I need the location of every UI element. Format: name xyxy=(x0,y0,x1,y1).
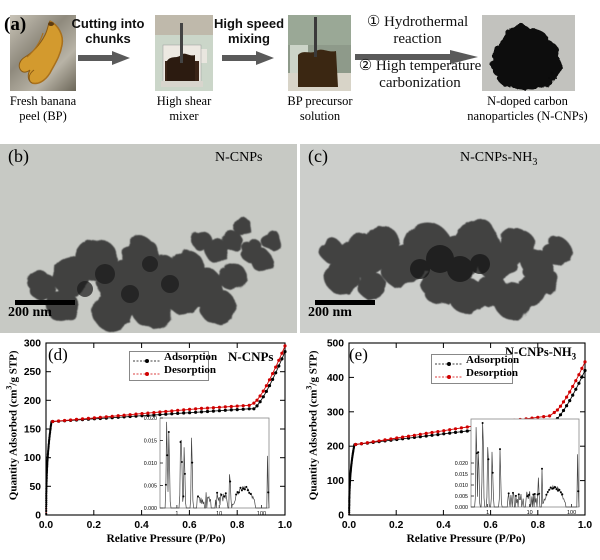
svg-text:500: 500 xyxy=(327,339,344,350)
svg-text:0.2: 0.2 xyxy=(389,520,404,531)
svg-text:0.0: 0.0 xyxy=(342,520,357,531)
svg-text:0.010: 0.010 xyxy=(455,483,468,489)
svg-text:0.010: 0.010 xyxy=(144,461,157,467)
svg-text:100: 100 xyxy=(24,453,41,464)
svg-text:1: 1 xyxy=(486,510,489,516)
svg-text:0.6: 0.6 xyxy=(483,520,498,531)
svg-text:0.000: 0.000 xyxy=(455,505,468,511)
svg-text:1.0: 1.0 xyxy=(578,520,593,531)
svg-text:0.000: 0.000 xyxy=(144,506,157,512)
svg-text:0.015: 0.015 xyxy=(455,472,468,478)
svg-text:1: 1 xyxy=(175,511,178,517)
svg-text:50: 50 xyxy=(30,482,42,493)
svg-text:100: 100 xyxy=(567,510,576,516)
svg-text:0.015: 0.015 xyxy=(144,439,157,445)
svg-text:400: 400 xyxy=(327,373,344,384)
svg-text:10: 10 xyxy=(527,510,533,516)
svg-text:300: 300 xyxy=(24,339,41,350)
svg-text:0.005: 0.005 xyxy=(144,484,157,490)
svg-text:0.020: 0.020 xyxy=(144,416,157,422)
svg-text:0.005: 0.005 xyxy=(455,494,468,500)
svg-text:200: 200 xyxy=(327,442,344,453)
svg-text:300: 300 xyxy=(327,407,344,418)
svg-text:0.8: 0.8 xyxy=(531,520,546,531)
svg-text:100: 100 xyxy=(327,476,344,487)
svg-text:0.6: 0.6 xyxy=(182,520,197,531)
svg-text:150: 150 xyxy=(24,425,41,436)
svg-text:0.4: 0.4 xyxy=(436,520,451,531)
svg-text:200: 200 xyxy=(24,396,41,407)
svg-text:0.4: 0.4 xyxy=(134,520,149,531)
svg-text:250: 250 xyxy=(24,367,41,378)
svg-text:100: 100 xyxy=(257,511,266,517)
svg-text:0.0: 0.0 xyxy=(39,520,54,531)
svg-text:0.8: 0.8 xyxy=(230,520,245,531)
svg-text:1.0: 1.0 xyxy=(278,520,293,531)
svg-text:0.020: 0.020 xyxy=(455,461,468,467)
svg-text:10: 10 xyxy=(216,511,222,517)
svg-text:0.2: 0.2 xyxy=(87,520,102,531)
